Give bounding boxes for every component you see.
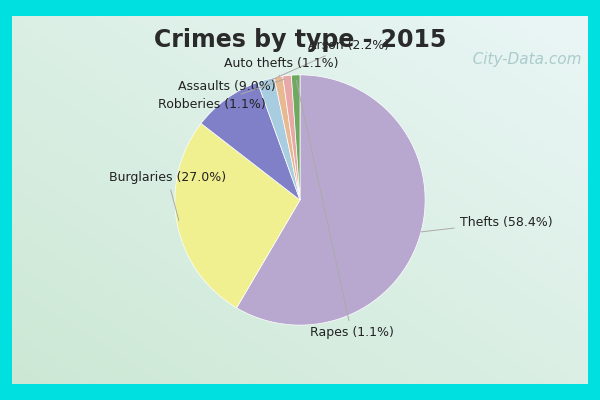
- Text: Thefts (58.4%): Thefts (58.4%): [421, 216, 553, 232]
- Wedge shape: [274, 76, 300, 200]
- Text: Rapes (1.1%): Rapes (1.1%): [296, 80, 394, 339]
- Wedge shape: [257, 78, 300, 200]
- Text: Robberies (1.1%): Robberies (1.1%): [158, 79, 284, 111]
- Text: Burglaries (27.0%): Burglaries (27.0%): [109, 172, 226, 220]
- Text: Arson (2.2%): Arson (2.2%): [269, 39, 389, 81]
- Text: Auto thefts (1.1%): Auto thefts (1.1%): [224, 57, 338, 76]
- Wedge shape: [201, 82, 300, 200]
- Wedge shape: [292, 75, 300, 200]
- Text: City-Data.com: City-Data.com: [458, 52, 582, 67]
- Text: Crimes by type - 2015: Crimes by type - 2015: [154, 28, 446, 52]
- Wedge shape: [283, 75, 300, 200]
- Text: Assaults (9.0%): Assaults (9.0%): [178, 80, 275, 101]
- Wedge shape: [236, 75, 425, 325]
- Wedge shape: [175, 124, 300, 308]
